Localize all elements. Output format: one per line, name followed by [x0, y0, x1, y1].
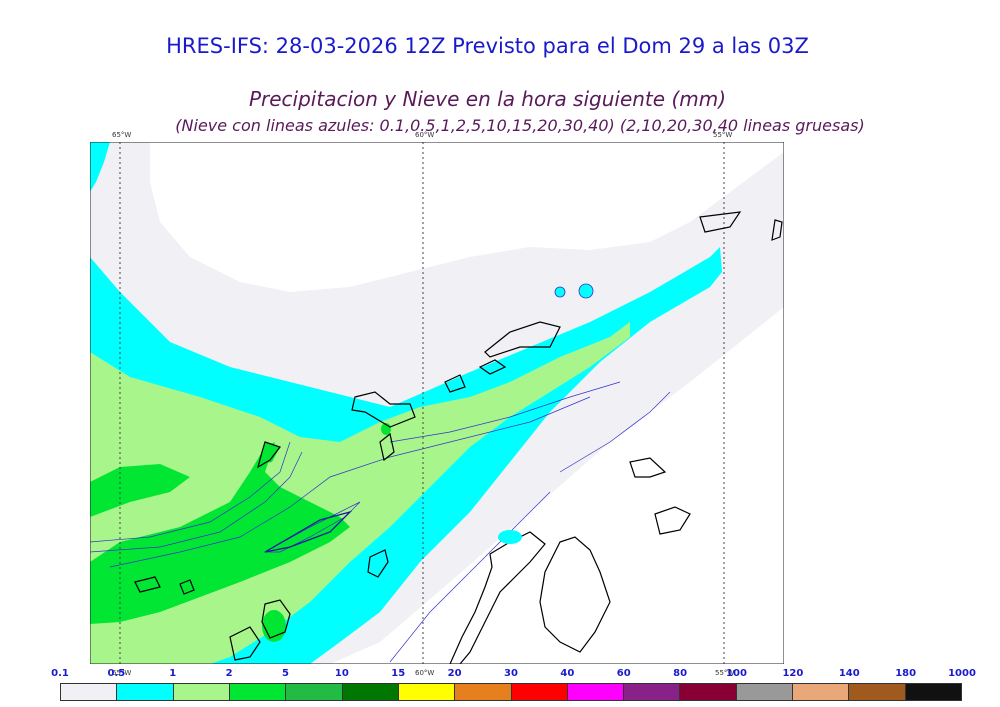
green-islet	[262, 610, 286, 642]
colorbar-swatch	[229, 684, 287, 700]
coastlines	[134, 211, 783, 664]
green-core-south	[90, 442, 350, 624]
colorbar-tick-label: 0.5	[107, 668, 126, 679]
snow-thick-line	[264, 510, 353, 553]
colorbar-swatch	[736, 684, 794, 700]
colorbar-tick-label: 1	[169, 668, 177, 679]
colorbar-tick-label: 80	[673, 668, 688, 679]
colorbar-swatch	[117, 684, 174, 700]
meridian-label-55w-bottom: 55°W	[715, 669, 735, 677]
colorbar-tick-label: 0.1	[51, 668, 69, 679]
colorbar-swatch	[793, 684, 850, 700]
meridian-lines	[119, 142, 725, 664]
colorbar-swatch	[342, 684, 399, 700]
colorbar-tick-label: 10	[334, 668, 349, 679]
colorbar-tick-label: 1000	[948, 668, 976, 679]
precipitation-map	[90, 142, 784, 664]
colorbar-swatch	[398, 684, 456, 700]
colorbar-tick-label: 140	[838, 668, 860, 679]
colorbar	[60, 683, 962, 701]
colorbar-swatch	[905, 684, 961, 700]
cyan-sliver	[90, 142, 110, 192]
colorbar-tick-label: 180	[895, 668, 917, 679]
colorbar-tick-label: 120	[782, 668, 804, 679]
colorbar-swatch	[567, 684, 625, 700]
colorbar-swatch	[624, 684, 681, 700]
cyan-cell	[578, 283, 594, 299]
colorbar-swatch	[61, 684, 118, 700]
colorbar-tick-label: 40	[560, 668, 575, 679]
colorbar-tick-label: 30	[504, 668, 518, 679]
snow-lines-note: (Nieve con lineas azules: 0.1,0.5,1,2,5,…	[175, 116, 865, 135]
colorbar-swatch	[680, 684, 737, 700]
snow-contours	[90, 381, 671, 663]
colorbar-swatch	[511, 684, 568, 700]
green-blob	[260, 442, 280, 464]
colorbar-tick-label: 20	[447, 668, 462, 679]
colorbar-tick-label: 15	[391, 668, 406, 679]
cyan-cell	[554, 286, 566, 298]
meridian-label-65w-bottom: 65°W	[112, 669, 132, 677]
forecast-title: HRES-IFS: 28-03-2026 12Z Previsto para e…	[166, 34, 809, 58]
field-subtitle: Precipitacion y Nieve en la hora siguien…	[248, 87, 727, 111]
colorbar-swatch	[455, 684, 512, 700]
colorbar-tick-label: 100	[726, 668, 747, 679]
colorbar-swatch	[286, 684, 343, 700]
light-strip	[300, 282, 784, 664]
colorbar-swatch	[849, 684, 906, 700]
cyan-cell	[498, 530, 522, 544]
no-precip-top	[150, 142, 784, 292]
meridian-label-65w-top: 65°W	[112, 131, 132, 139]
meridian-label-60w-top: 60°W	[415, 131, 435, 139]
meridian-label-55w-top: 55°W	[713, 131, 733, 139]
colorbar-tick-label: 2	[225, 668, 233, 679]
colorbar-swatch	[173, 684, 230, 700]
colorbar-tick-label: 60	[616, 668, 631, 679]
no-precip-right	[300, 282, 784, 664]
colorbar-tick-label: 5	[282, 668, 289, 679]
green-core-west	[90, 464, 190, 517]
meridian-label-60w-bottom: 60°W	[415, 669, 435, 677]
